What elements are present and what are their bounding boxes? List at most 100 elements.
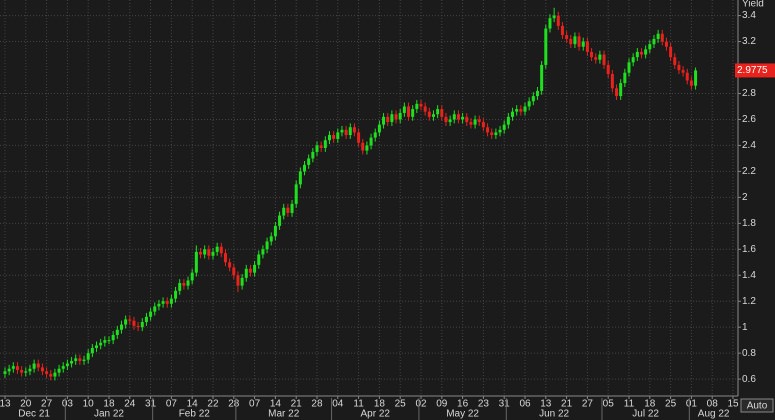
- candle-body: [527, 101, 531, 107]
- candle-body: [144, 316, 148, 322]
- candle-body: [232, 267, 236, 276]
- x-tick-label: 15: [727, 399, 739, 410]
- month-label: Mar 22: [268, 409, 300, 420]
- x-tick-label: 21: [291, 399, 303, 410]
- candle-body: [348, 127, 352, 136]
- candle-body: [323, 140, 327, 149]
- candle-body: [190, 272, 194, 281]
- candle-body: [423, 106, 427, 112]
- candle-body: [565, 35, 569, 39]
- candle-body: [619, 83, 623, 97]
- candle-body: [340, 129, 344, 133]
- auto-button[interactable]: Auto: [740, 398, 774, 413]
- candle-body: [440, 109, 444, 117]
- candle-body: [402, 106, 406, 113]
- month-label: Jan 22: [94, 409, 124, 420]
- candle-body: [57, 368, 61, 373]
- candle-body: [303, 164, 307, 172]
- x-tick-label: 10: [83, 399, 95, 410]
- y-tick-label: 2.8: [742, 88, 756, 99]
- auto-button-frame[interactable]: [740, 398, 774, 413]
- candle-body: [90, 347, 94, 354]
- candle-body: [261, 249, 265, 255]
- candle-body: [332, 135, 336, 139]
- x-tick-label: 04: [332, 399, 344, 410]
- candle-body: [82, 359, 86, 361]
- x-tick-label: 20: [20, 399, 32, 410]
- x-tick-label: 03: [62, 399, 74, 410]
- candle-body: [461, 116, 465, 120]
- candle-body: [498, 129, 502, 133]
- candle-body: [615, 88, 619, 97]
- y-tick-label: 1: [742, 322, 748, 333]
- candle-body: [228, 262, 232, 268]
- candle-body: [186, 280, 190, 286]
- x-tick-label: 16: [457, 399, 469, 410]
- candle-body: [544, 28, 548, 65]
- candle-body: [203, 249, 207, 255]
- y-tick-label: 1.6: [742, 244, 756, 255]
- candle-body: [656, 33, 660, 39]
- candle-body: [248, 268, 252, 273]
- candle-body: [585, 41, 589, 52]
- candle-body: [178, 283, 182, 291]
- candle-body: [556, 15, 560, 26]
- candle-body: [681, 70, 685, 73]
- candle-body: [477, 119, 481, 123]
- candle-body: [386, 116, 390, 123]
- candle-body: [223, 253, 227, 263]
- candle-body: [286, 207, 290, 213]
- candle-body: [136, 325, 140, 328]
- candle-body: [689, 80, 693, 86]
- y-tick-label: 2.2: [742, 166, 756, 177]
- auto-button-label[interactable]: Auto: [747, 401, 768, 412]
- candle-body: [631, 57, 635, 63]
- x-tick-label: 18: [374, 399, 386, 410]
- candle-body: [644, 49, 648, 55]
- candle-body: [215, 246, 219, 252]
- candle-body: [11, 366, 15, 369]
- x-tick-label: 24: [124, 399, 136, 410]
- x-tick-label: 23: [478, 399, 490, 410]
- candle-body: [465, 116, 469, 123]
- candle-body: [519, 109, 523, 112]
- candle-body: [685, 72, 689, 81]
- candle-body: [294, 184, 298, 204]
- candle-body: [411, 109, 415, 117]
- candle-body: [506, 116, 510, 125]
- candle-body: [161, 301, 165, 304]
- candle-body: [490, 132, 494, 136]
- candle-body: [511, 111, 515, 117]
- y-tick-label: 2.6: [742, 114, 756, 125]
- x-tick-label: 18: [103, 399, 115, 410]
- candle-body: [86, 353, 90, 360]
- candle-body: [70, 360, 74, 364]
- candle-body: [481, 122, 485, 128]
- x-tick-label: 01: [686, 399, 698, 410]
- candle-body: [365, 145, 369, 151]
- candle-body: [107, 340, 111, 342]
- x-tick-label: 22: [207, 399, 219, 410]
- candle-body: [594, 57, 598, 60]
- candle-body: [169, 298, 173, 304]
- candle-body: [157, 303, 161, 307]
- candle-body: [407, 106, 411, 117]
- candle-body: [431, 114, 435, 117]
- candle-body: [115, 329, 119, 335]
- y-tick-label: 0.6: [742, 374, 756, 385]
- candle-body: [515, 109, 519, 112]
- candle-body: [573, 36, 577, 45]
- last-price-label: 2.9775: [737, 65, 768, 76]
- candle-body: [95, 345, 99, 348]
- candle-body: [132, 320, 136, 326]
- candle-body: [327, 135, 331, 141]
- y-tick-label: 2.4: [742, 140, 756, 151]
- candle-body: [273, 225, 277, 237]
- month-label: Feb 22: [179, 409, 211, 420]
- candle-body: [174, 290, 178, 299]
- candle-body: [486, 127, 490, 133]
- candle-body: [282, 207, 286, 216]
- candle-body: [390, 114, 394, 123]
- candle-body: [373, 132, 377, 138]
- candle-body: [598, 54, 602, 60]
